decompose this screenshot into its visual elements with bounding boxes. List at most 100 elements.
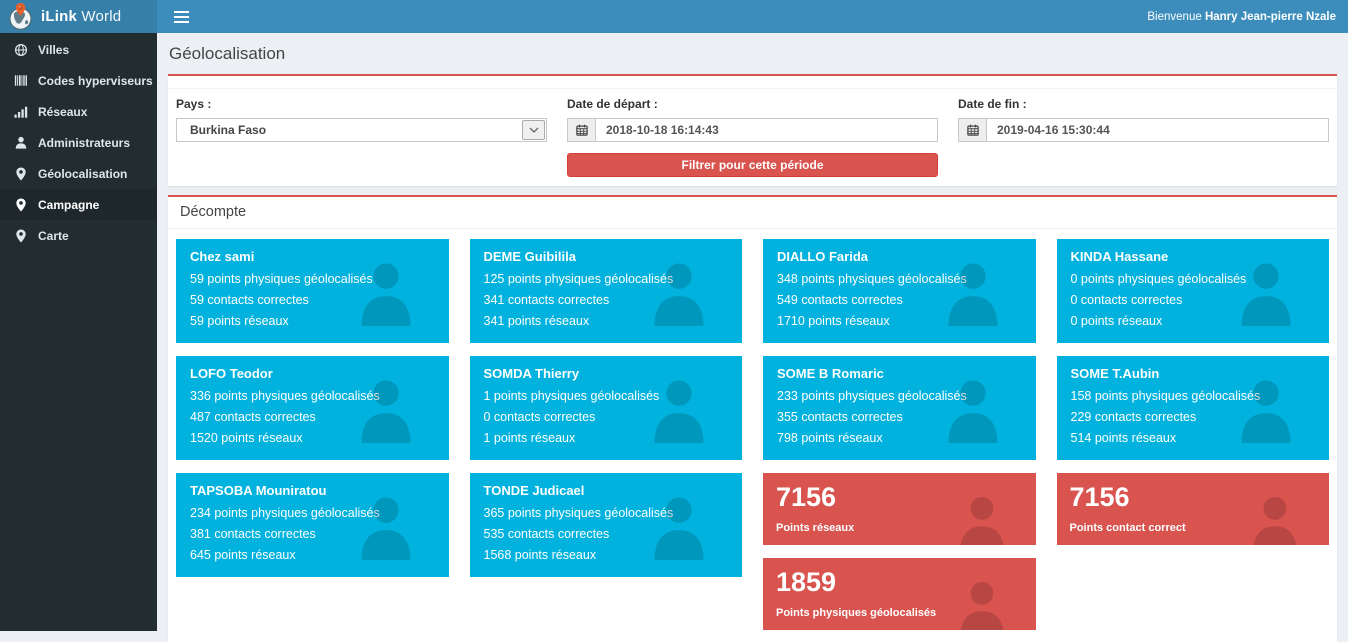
calendar-icon <box>959 119 987 141</box>
map-marker-icon <box>14 228 28 243</box>
sidebar-item-label: Campagne <box>38 197 100 212</box>
agent-points-reseaux: 1568 points réseaux <box>483 548 597 562</box>
total-label: Points réseaux <box>776 521 855 534</box>
agent-points-geo: 348 points physiques géolocalisés <box>777 272 967 286</box>
agent-card: SOME B Romaric 233 points physiques géolo… <box>763 356 1036 460</box>
agent-points-reseaux: 341 points réseaux <box>483 314 590 328</box>
agent-contacts: 549 contacts correctes <box>777 293 903 307</box>
agent-name: DIALLO Farida <box>777 249 869 264</box>
user-icon <box>14 136 28 149</box>
agent-contacts: 487 contacts correctes <box>190 410 316 424</box>
agent-points-reseaux: 514 points réseaux <box>1070 431 1177 445</box>
barcode-icon <box>14 74 28 87</box>
agent-card: TAPSOBA Mouniratou 234 points physiques g… <box>176 473 449 577</box>
total-value: 1859 <box>776 567 837 597</box>
sidebar-item-label: Codes hyperviseurs <box>38 73 153 88</box>
sidebar-item-villes[interactable]: Villes <box>0 34 157 65</box>
agent-points-reseaux: 1710 points réseaux <box>777 314 890 328</box>
agent-points-reseaux: 798 points réseaux <box>777 431 883 445</box>
agent-card: SOME T.Aubin 158 points physiques géoloca… <box>1056 356 1329 460</box>
filter-form: Pays : Burkina Faso Date de départ : Fil… <box>168 89 1337 186</box>
agent-points-geo: 234 points physiques géolocalisés <box>190 506 380 520</box>
country-select[interactable]: Burkina Faso <box>176 118 547 142</box>
agent-card: SOMDA Thierry 1 points physiques géolocal… <box>469 356 742 460</box>
agent-points-geo: 59 points physiques géolocalisés <box>190 272 373 286</box>
agent-contacts: 355 contacts correctes <box>777 410 903 424</box>
sidebar-item-carte[interactable]: Carte <box>0 220 157 251</box>
start-date-label: Date de départ : <box>567 97 658 111</box>
agent-points-reseaux: 0 points réseaux <box>1070 314 1163 328</box>
signal-icon <box>14 106 28 118</box>
agent-points-geo: 1 points physiques géolocalisés <box>483 389 660 403</box>
agent-name: SOME B Romaric <box>777 366 884 381</box>
agent-contacts: 0 contacts correctes <box>1070 293 1183 307</box>
sidebar-item-label: Carte <box>38 228 69 243</box>
main-content: Géolocalisation Pays : Burkina Faso Date… <box>157 33 1348 642</box>
agent-card: TONDE Judicael 365 points physiques géolo… <box>469 473 742 577</box>
agent-contacts: 0 contacts correctes <box>483 410 596 424</box>
agent-card: KINDA Hassane 0 points physiques géolocal… <box>1056 239 1329 343</box>
agent-name: Chez sami <box>190 249 255 264</box>
decompte-title: Décompte <box>168 197 1337 229</box>
agent-points-reseaux: 1 points réseaux <box>483 431 576 445</box>
end-date-input-group <box>958 118 1329 142</box>
sidebar-toggle-icon[interactable] <box>169 5 194 29</box>
agent-card: Chez sami 59 points physiques géolocalisé… <box>176 239 449 343</box>
navbar: Bienvenue Hanry Jean-pierre Nzale <box>157 0 1348 33</box>
chevron-down-icon <box>522 120 545 140</box>
sidebar-item-geolocalisation[interactable]: Géolocalisation <box>0 158 157 189</box>
sidebar-item-label: Administrateurs <box>38 135 131 150</box>
agent-contacts: 229 contacts correctes <box>1070 410 1197 424</box>
sidebar-item-campagne[interactable]: Campagne <box>0 189 157 220</box>
agent-points-geo: 158 points physiques géolocalisés <box>1070 389 1261 403</box>
agent-points-geo: 125 points physiques géolocalisés <box>483 272 674 286</box>
brand-logo[interactable]: iLink World <box>0 0 157 33</box>
totals-stack: 7156 Points réseaux 1859 Points physiques g… <box>763 473 1036 630</box>
end-date-label: Date de fin : <box>958 97 1027 111</box>
sidebar-item-administrateurs[interactable]: Administrateurs <box>0 127 157 158</box>
calendar-icon <box>568 119 596 141</box>
filter-button[interactable]: Filtrer pour cette période <box>567 153 938 177</box>
sidebar-item-reseaux[interactable]: Réseaux <box>0 96 157 127</box>
agent-name: SOMDA Thierry <box>483 366 580 381</box>
agent-name: TONDE Judicael <box>483 483 585 498</box>
sidebar: Villes Codes hyperviseurs Réseaux Administr… <box>0 33 157 631</box>
agent-points-reseaux: 1520 points réseaux <box>190 431 303 445</box>
agent-card: DIALLO Farida 348 points physiques géoloc… <box>763 239 1036 343</box>
start-date-input[interactable] <box>596 119 937 141</box>
total-card: 1859 Points physiques géolocalisés <box>763 558 1036 630</box>
end-date-field-group: Date de fin : <box>958 97 1329 177</box>
agent-card: DEME Guibilila 125 points physiques géolo… <box>469 239 742 343</box>
sidebar-item-label: Géolocalisation <box>38 166 128 181</box>
agent-cards-grid: Chez sami 59 points physiques géolocalisé… <box>168 229 1337 642</box>
total-label: Points physiques géolocalisés <box>776 606 937 619</box>
agent-name: SOME T.Aubin <box>1070 366 1160 381</box>
topbar: iLink World Bienvenue Hanry Jean-pierre … <box>0 0 1348 33</box>
agent-name: KINDA Hassane <box>1070 249 1169 264</box>
agent-points-geo: 0 points physiques géolocalisés <box>1070 272 1247 286</box>
globe-icon <box>14 43 28 57</box>
filter-panel: Pays : Burkina Faso Date de départ : Fil… <box>168 74 1337 186</box>
decompte-panel: Décompte Chez sami 59 points physiques gé… <box>168 195 1337 642</box>
page-title: Géolocalisation <box>169 44 286 63</box>
agent-name: TAPSOBA Mouniratou <box>190 483 327 498</box>
total-value: 7156 <box>1069 482 1130 512</box>
sidebar-item-label: Réseaux <box>38 104 88 119</box>
total-card: 7156 Points réseaux <box>763 473 1036 545</box>
sidebar-item-codes-hyperviseurs[interactable]: Codes hyperviseurs <box>0 65 157 96</box>
agent-points-geo: 336 points physiques géolocalisés <box>190 389 380 403</box>
agent-points-reseaux: 645 points réseaux <box>190 548 296 562</box>
map-marker-icon <box>14 197 28 212</box>
agent-points-geo: 233 points physiques géolocalisés <box>777 389 967 403</box>
end-date-input[interactable] <box>987 119 1328 141</box>
agent-name: DEME Guibilila <box>483 249 576 264</box>
country-label: Pays : <box>176 97 212 111</box>
agent-contacts: 381 contacts correctes <box>190 527 316 541</box>
total-card: 7156 Points contact correct <box>1056 473 1329 545</box>
brand-name: iLink World <box>41 8 122 25</box>
welcome-text: Bienvenue Hanry Jean-pierre Nzale <box>1147 10 1336 23</box>
filter-panel-heading <box>168 76 1337 89</box>
total-value: 7156 <box>776 482 837 512</box>
sidebar-item-label: Villes <box>38 42 70 57</box>
agent-name: LOFO Teodor <box>190 366 273 381</box>
